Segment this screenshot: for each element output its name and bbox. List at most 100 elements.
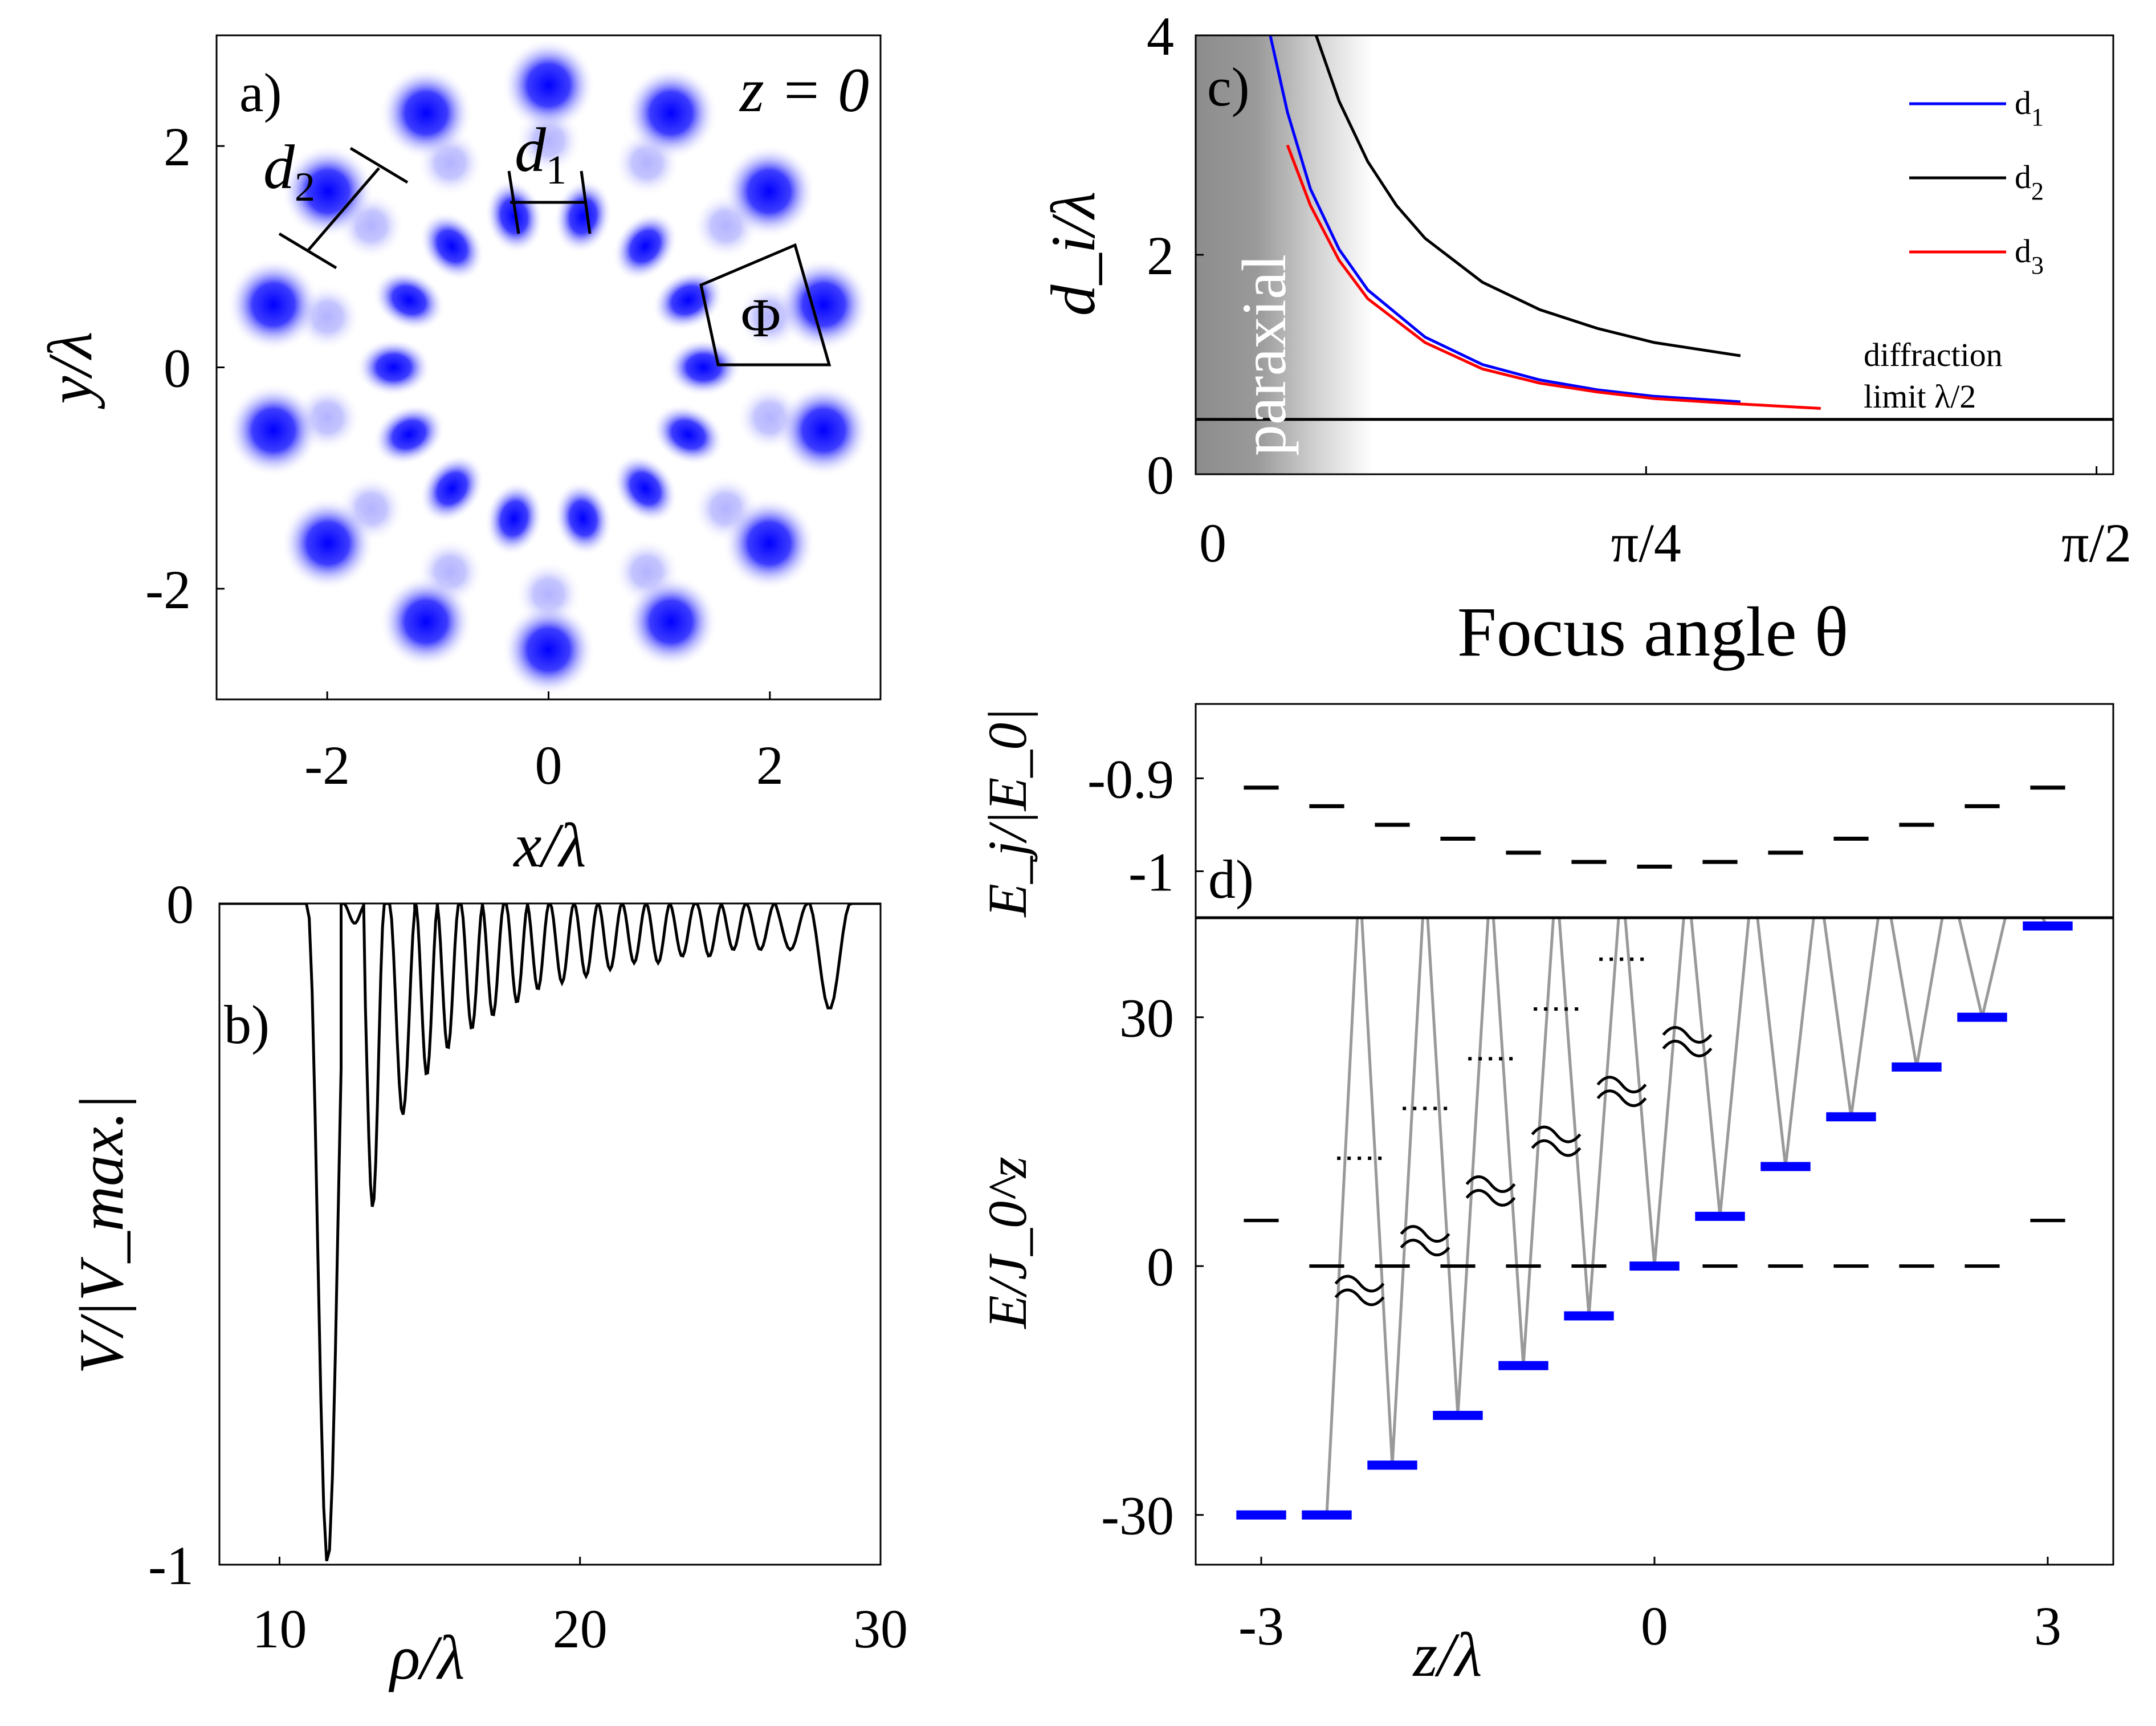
x-tick-label: 0: [1641, 1595, 1668, 1656]
x-tick-label: -2: [304, 735, 350, 796]
panel-a-ylabel: y/λ: [35, 331, 105, 409]
outer-intensity-blob: [624, 66, 718, 160]
y-tick-label: 2: [164, 116, 191, 177]
panel-a-density-plot: -2 0 2 -2 0 2 d2 d1 Φ a) z = 0 x/λ y/λ: [35, 34, 882, 880]
transition-path: [1653, 918, 1722, 1267]
panel-d-top-levels: [1244, 785, 2065, 869]
x-tick-label: 30: [853, 1598, 908, 1659]
outer-intensity-blob: [777, 258, 870, 351]
inner-intensity-blob: [419, 454, 485, 523]
outer-intensity-blob: [723, 145, 816, 238]
d2-annotation: [278, 146, 409, 270]
break-mark: [1465, 1175, 1516, 1193]
outer-intensity-blob: [227, 258, 320, 351]
panel-c-spacing-plot: 0 π/4 π/2 0 2 4 d1 d2 d3 paraxial diffraction l…: [1038, 6, 2131, 671]
panel-a-ticks: -2 0 2 -2 0 2: [145, 116, 784, 796]
break-mark: [1531, 1125, 1582, 1143]
break-mark: [1662, 1025, 1713, 1044]
inner-intensity-blob: [356, 339, 431, 396]
paraxial-label: paraxial: [1229, 254, 1299, 456]
bottom-y-tick-label: 0: [1147, 1236, 1174, 1297]
outer-intensity-blob: [624, 575, 718, 669]
panel-a-title: z = 0: [739, 55, 869, 125]
panel-a-label: a): [239, 62, 282, 123]
outer-intensity-blob: [281, 145, 374, 238]
series-d2-line: [1314, 35, 1741, 357]
phi-annotation-box: [699, 243, 832, 367]
break-mark: [1531, 1139, 1582, 1157]
legend-label-d3: d3: [2015, 233, 2044, 279]
inner-intensity-blob: [612, 211, 678, 281]
inner-intensity-blob: [612, 454, 678, 523]
transition-path: [1456, 918, 1525, 1416]
series-d1-line: [1269, 35, 1741, 404]
panel-c-ylabel: d_i/λ: [1038, 192, 1108, 316]
outer-intensity-blob: [227, 384, 320, 477]
panel-d-transition-lines: [1325, 918, 2049, 1515]
inner-intensity-blob: [484, 179, 544, 254]
y-tick-label: 0: [1147, 445, 1174, 506]
panel-d-frame: [1195, 703, 2114, 1566]
outer-intensity-blob: [380, 575, 473, 669]
x-tick-label: 20: [553, 1598, 608, 1659]
break-mark: [1334, 1288, 1385, 1306]
legend-label-d2: d2: [2015, 158, 2044, 205]
transition-path: [1391, 918, 1460, 1466]
panel-b-ticks: 10 20 30 -1 0: [148, 874, 908, 1659]
panel-d-xlabel: z/λ: [1412, 1620, 1482, 1690]
transition-path: [1980, 918, 2049, 1018]
outer-intensity-blob: [380, 66, 473, 160]
inner-intensity-blob: [553, 481, 613, 556]
x-tick-label: 0: [535, 735, 563, 796]
y-tick-label: -1: [148, 1535, 194, 1596]
panel-b-label: b): [224, 994, 270, 1055]
break-mark: [1596, 1076, 1647, 1094]
series-d3-line: [1286, 144, 1821, 410]
panel-d-bottom-levels: [1236, 921, 2073, 1520]
panel-a-xlabel: x/λ: [512, 811, 586, 880]
top-y-tick-label: -1: [1128, 841, 1174, 902]
break-mark: [1400, 1239, 1450, 1257]
d2-label: d2: [263, 132, 315, 210]
transition-path: [1718, 918, 1787, 1217]
transition-path: [1522, 918, 1591, 1366]
transition-path: [1325, 918, 1394, 1515]
transition-path: [1915, 918, 1984, 1068]
y-tick-label: 0: [164, 338, 191, 399]
panel-c-xlabel: Focus angle θ: [1457, 593, 1848, 671]
outer-intensity-blob: [502, 603, 596, 697]
inner-intensity-blob: [373, 269, 445, 331]
x-tick-label: 10: [252, 1598, 307, 1659]
inner-intensity-blob: [373, 404, 445, 466]
break-mark: [1334, 1275, 1385, 1293]
outer-intensity-blob: [281, 496, 374, 590]
inner-intensity-blob: [666, 339, 741, 396]
y-tick-label: 0: [166, 874, 194, 935]
x-tick-label: π/2: [2061, 512, 2131, 573]
phi-label: Φ: [741, 287, 781, 348]
x-tick-label: 0: [1199, 512, 1226, 573]
x-tick-label: π/4: [1611, 512, 1681, 573]
outer-intensity-blob: [777, 384, 870, 477]
panel-c-ticks: 0 π/4 π/2 0 2 4: [1147, 6, 2131, 573]
x-tick-label: 3: [2034, 1595, 2061, 1656]
inner-intensity-blob: [553, 179, 613, 254]
legend-label-d1: d1: [2015, 84, 2044, 131]
break-mark: [1465, 1188, 1516, 1207]
x-tick-label: -3: [1238, 1595, 1284, 1656]
transition-path: [1849, 918, 1918, 1117]
y-tick-label: -2: [145, 559, 191, 620]
diffraction-label-line1: diffraction: [1864, 336, 2003, 373]
bottom-y-tick-label: -30: [1101, 1485, 1174, 1546]
transition-path: [1784, 918, 1853, 1167]
inner-intensity-blob: [652, 404, 724, 466]
diffraction-label-line2: limit λ/2: [1864, 378, 1976, 415]
inner-intensity-blob: [419, 211, 485, 281]
d1-annotation: [507, 170, 592, 234]
d1-label: d1: [515, 115, 566, 193]
panel-a-intensity-rings: [227, 38, 870, 697]
panel-d-ylabel-bottom: E/J_0^z: [977, 1157, 1038, 1330]
